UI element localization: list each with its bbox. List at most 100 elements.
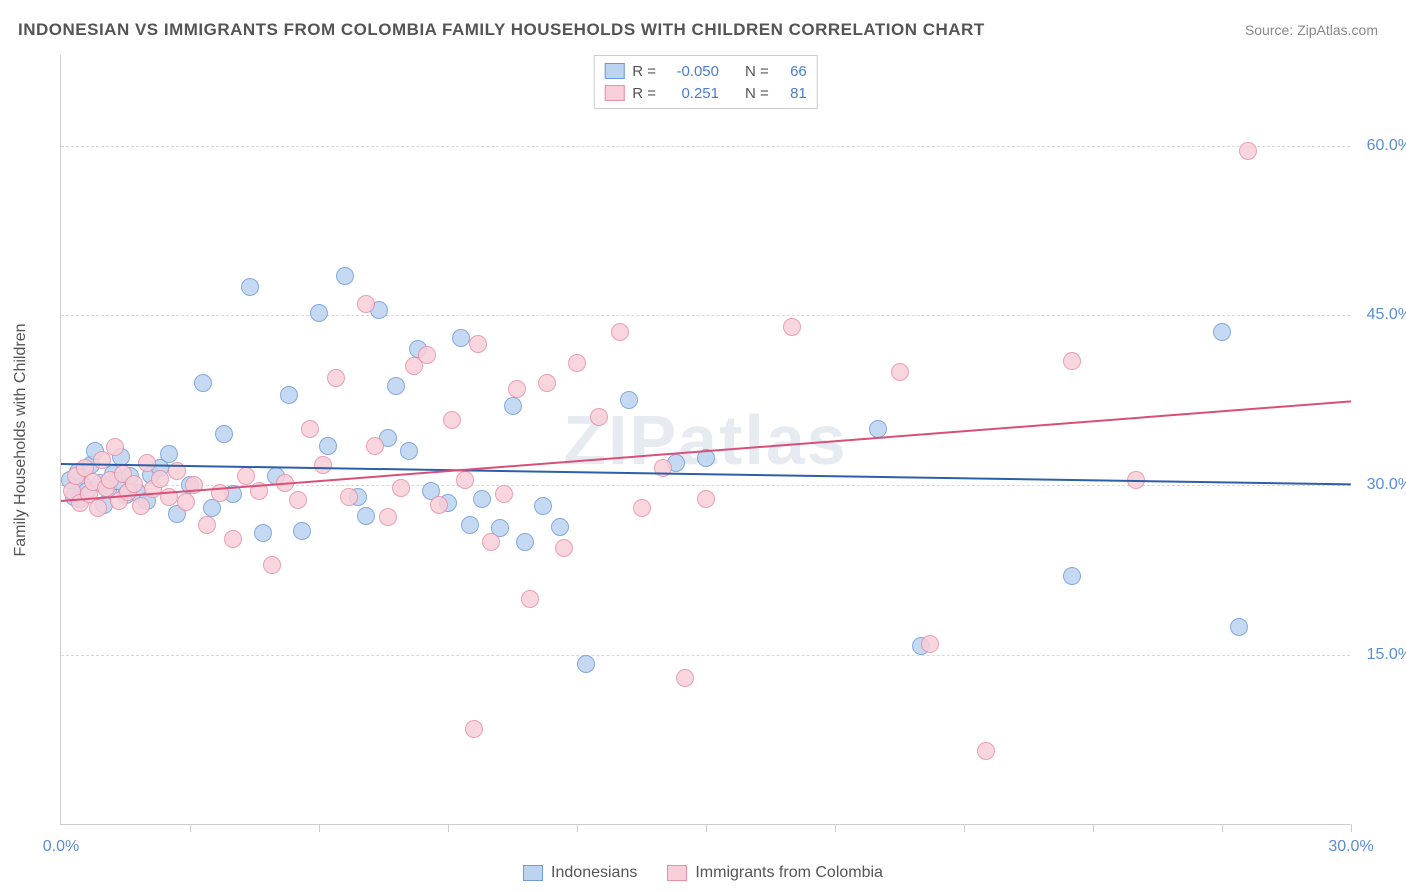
data-point	[508, 380, 526, 398]
data-point	[293, 522, 311, 540]
data-point	[366, 437, 384, 455]
y-tick-label: 60.0%	[1367, 137, 1406, 155]
n-label: N =	[745, 63, 769, 80]
data-point	[443, 411, 461, 429]
data-point	[869, 420, 887, 438]
r-label: R =	[632, 85, 656, 102]
r-label: R =	[632, 63, 656, 80]
legend-swatch	[604, 85, 624, 101]
data-point	[1063, 352, 1081, 370]
data-point	[224, 530, 242, 548]
data-point	[93, 451, 111, 469]
data-point	[215, 425, 233, 443]
data-point	[611, 323, 629, 341]
x-tick-label: 0.0%	[43, 838, 79, 856]
x-tick-label: 30.0%	[1328, 838, 1373, 856]
n-label: N =	[745, 85, 769, 102]
data-point	[1230, 618, 1248, 636]
data-point	[289, 491, 307, 509]
legend-label: Immigrants from Colombia	[695, 864, 883, 882]
y-tick-label: 30.0%	[1367, 476, 1406, 494]
y-tick-label: 45.0%	[1367, 306, 1406, 324]
data-point	[1239, 142, 1257, 160]
x-tick	[964, 824, 965, 832]
data-point	[516, 533, 534, 551]
data-point	[241, 278, 259, 296]
data-point	[783, 318, 801, 336]
legend-swatch	[604, 63, 624, 79]
data-point	[977, 742, 995, 760]
data-point	[301, 420, 319, 438]
source-attribution: Source: ZipAtlas.com	[1245, 22, 1378, 38]
data-point	[106, 438, 124, 456]
data-point	[461, 516, 479, 534]
data-point	[160, 445, 178, 463]
r-value: 0.251	[664, 85, 719, 102]
x-tick	[835, 824, 836, 832]
y-tick-label: 15.0%	[1367, 646, 1406, 664]
data-point	[452, 329, 470, 347]
gridline	[61, 655, 1350, 656]
data-point	[590, 408, 608, 426]
data-point	[891, 363, 909, 381]
data-point	[132, 497, 150, 515]
data-point	[198, 516, 216, 534]
data-point	[430, 496, 448, 514]
legend-item: Indonesians	[523, 864, 637, 882]
data-point	[551, 518, 569, 536]
data-point	[357, 295, 375, 313]
legend-swatch	[667, 865, 687, 881]
data-point	[177, 493, 195, 511]
data-point	[456, 471, 474, 489]
data-point	[495, 485, 513, 503]
x-tick	[1093, 824, 1094, 832]
data-point	[280, 386, 298, 404]
data-point	[138, 454, 156, 472]
n-value: 81	[777, 85, 807, 102]
legend-swatch	[523, 865, 543, 881]
legend-row: R = 0.251 N = 81	[604, 82, 807, 104]
x-tick	[577, 824, 578, 832]
data-point	[521, 590, 539, 608]
data-point	[418, 346, 436, 364]
n-value: 66	[777, 63, 807, 80]
data-point	[310, 304, 328, 322]
data-point	[340, 488, 358, 506]
x-tick	[319, 824, 320, 832]
data-point	[473, 490, 491, 508]
data-point	[482, 533, 500, 551]
data-point	[620, 391, 638, 409]
data-point	[319, 437, 337, 455]
data-point	[676, 669, 694, 687]
data-point	[125, 475, 143, 493]
data-point	[327, 369, 345, 387]
data-point	[336, 267, 354, 285]
data-point	[465, 720, 483, 738]
data-point	[387, 377, 405, 395]
gridline	[61, 315, 1350, 316]
data-point	[194, 374, 212, 392]
data-point	[538, 374, 556, 392]
data-point	[469, 335, 487, 353]
data-point	[568, 354, 586, 372]
data-point	[504, 397, 522, 415]
data-point	[534, 497, 552, 515]
data-point	[697, 490, 715, 508]
y-axis-label: Family Households with Children	[12, 323, 30, 556]
legend-item: Immigrants from Colombia	[667, 864, 883, 882]
r-value: -0.050	[664, 63, 719, 80]
correlation-legend: R = -0.050 N = 66 R = 0.251 N = 81	[593, 55, 818, 109]
data-point	[1063, 567, 1081, 585]
data-point	[921, 635, 939, 653]
data-point	[89, 499, 107, 517]
x-tick	[448, 824, 449, 832]
data-point	[400, 442, 418, 460]
legend-label: Indonesians	[551, 864, 637, 882]
x-tick	[190, 824, 191, 832]
x-tick	[1351, 824, 1352, 832]
data-point	[555, 539, 573, 557]
data-point	[151, 470, 169, 488]
data-point	[263, 556, 281, 574]
data-point	[1213, 323, 1231, 341]
data-point	[379, 508, 397, 526]
